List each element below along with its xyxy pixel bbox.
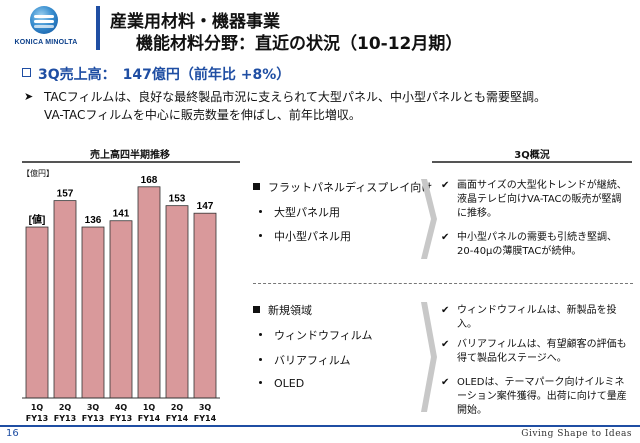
new-areas-section: 新規領域 ウィンドウフィルム バリアフィルム OLED ウィンドウフィルムは、新… bbox=[253, 300, 633, 422]
lead-body: ➤ TACフィルムは、良好な最終製品市況に支えられて大型パネル、中小型パネルとも… bbox=[22, 88, 632, 124]
lead-summary: 3Q売上高： 147億円（前年比 +8%） ➤ TACフィルムは、良好な最終製品… bbox=[22, 64, 632, 124]
chart-bar bbox=[193, 212, 217, 399]
dot-bullet-icon bbox=[259, 381, 262, 384]
page-subtitle: 機能材料分野：直近の状況（10-12月期） bbox=[136, 34, 463, 54]
new-areas-heading: 新規領域 bbox=[253, 302, 312, 318]
page-number: 16 bbox=[6, 428, 19, 439]
fpd-section: フラットパネルディスプレイ向け 大型パネル用 中小型パネル用 画面サイズの大型化… bbox=[253, 175, 633, 280]
check-item: ウィンドウフィルムは、新製品を投入。 bbox=[441, 304, 631, 332]
list-item-label: 中小型パネル用 bbox=[274, 230, 351, 243]
lead-body-line1: TACフィルムは、良好な最終製品市況に支えられて大型パネル、中小型パネルとも需要… bbox=[44, 90, 546, 104]
bar-value-label: 157 bbox=[57, 189, 74, 200]
chart-bar bbox=[109, 220, 133, 399]
x-tick-year: FY13 bbox=[53, 414, 77, 423]
company-logo: KONICA MINOLTA bbox=[6, 6, 86, 56]
dot-bullet-icon bbox=[259, 358, 262, 361]
x-tick-label: 2Q FY13 bbox=[52, 402, 78, 424]
bar-value-label: 136 bbox=[85, 215, 102, 226]
check-item: OLEDは、テーマパーク向けイルミネーション案件獲得。出荷に向けて量産開始。 bbox=[441, 376, 631, 418]
chart-title-rule bbox=[22, 161, 240, 163]
list-item: OLED bbox=[259, 377, 304, 390]
logo-text: KONICA MINOLTA bbox=[14, 39, 78, 46]
list-item-label: OLED bbox=[274, 377, 305, 390]
chart-bar bbox=[165, 205, 189, 399]
fpd-heading-text: フラットパネルディスプレイ向け bbox=[268, 181, 433, 194]
x-tick-label: 3Q FY13 bbox=[80, 402, 106, 424]
x-tick-label: 4Q FY13 bbox=[108, 402, 134, 424]
list-item-label: 大型パネル用 bbox=[274, 206, 340, 219]
x-tick-quarter: 2Q bbox=[58, 403, 72, 412]
x-tick-year: FY13 bbox=[109, 414, 133, 423]
x-tick-quarter: 2Q bbox=[170, 403, 184, 412]
x-tick-year: FY14 bbox=[137, 414, 161, 423]
check-item: 中小型パネルの需要も引続き堅調、20-40μの薄膜TACが続伸。 bbox=[441, 231, 631, 259]
page-title: 産業用材料・機器事業 bbox=[110, 12, 280, 32]
title-accent-bar bbox=[96, 6, 100, 50]
x-tick-label: 2Q FY14 bbox=[164, 402, 190, 424]
bar-value-label: 153 bbox=[169, 194, 186, 205]
x-tick-quarter: 1Q bbox=[30, 403, 44, 412]
x-tick-year: FY14 bbox=[193, 414, 217, 423]
arrow-bullet-icon: ➤ bbox=[24, 90, 34, 103]
x-tick-quarter: 3Q bbox=[86, 403, 100, 412]
fpd-section-heading: フラットパネルディスプレイ向け bbox=[253, 179, 432, 195]
x-tick-quarter: 1Q bbox=[142, 403, 156, 412]
chevron-right-icon bbox=[421, 302, 437, 412]
list-item: 大型パネル用 bbox=[259, 204, 340, 220]
square-bullet-icon bbox=[22, 68, 31, 77]
x-tick-label: 1Q FY13 bbox=[24, 402, 50, 424]
section-divider bbox=[253, 283, 633, 284]
check-item: バリアフィルムは、有望顧客の評価も得て製品化ステージへ。 bbox=[441, 338, 631, 366]
square-bullet-icon bbox=[253, 306, 260, 313]
list-item: ウィンドウフィルム bbox=[259, 327, 373, 343]
list-item-label: ウィンドウフィルム bbox=[274, 329, 373, 342]
chart-title: 売上高四半期推移 bbox=[90, 150, 170, 161]
dot-bullet-icon bbox=[259, 210, 262, 213]
chart-bar bbox=[25, 226, 49, 399]
chart-unit-label: 【億円】 bbox=[22, 169, 54, 178]
sales-headline: 3Q売上高： 147億円（前年比 +8%） bbox=[22, 64, 632, 84]
lead-body-line2: VA-TACフィルムを中心に販売数量を伸ばし、前年比増収。 bbox=[44, 108, 361, 122]
chart-bar bbox=[137, 186, 161, 399]
chart-bar bbox=[53, 200, 77, 399]
globe-logo-icon bbox=[30, 6, 58, 34]
check-item: 画面サイズの大型化トレンドが継続、液晶テレビ向けVA-TACの販売が堅調に推移。 bbox=[441, 179, 631, 221]
x-tick-label: 3Q FY14 bbox=[192, 402, 218, 424]
new-areas-heading-text: 新規領域 bbox=[268, 304, 312, 317]
x-tick-label: 1Q FY14 bbox=[136, 402, 162, 424]
list-item-label: バリアフィルム bbox=[274, 354, 351, 367]
overview-column-title: 3Q概況 bbox=[514, 150, 550, 161]
footer-tagline: Giving Shape to Ideas bbox=[521, 429, 632, 439]
bar-value-label: [値] bbox=[29, 213, 46, 226]
list-item: 中小型パネル用 bbox=[259, 228, 351, 244]
x-tick-year: FY14 bbox=[165, 414, 189, 423]
square-bullet-icon bbox=[253, 183, 260, 190]
slide-header: KONICA MINOLTA 産業用材料・機器事業 機能材料分野：直近の状況（1… bbox=[0, 0, 640, 58]
list-item: バリアフィルム bbox=[259, 352, 351, 368]
footer-rule bbox=[0, 425, 640, 427]
bar-value-label: 168 bbox=[141, 175, 158, 186]
sales-headline-text: 3Q売上高： 147億円（前年比 +8%） bbox=[38, 67, 291, 83]
x-tick-quarter: 3Q bbox=[198, 403, 212, 412]
chart-bar bbox=[81, 226, 105, 399]
chevron-right-icon bbox=[421, 179, 437, 259]
x-tick-year: FY13 bbox=[25, 414, 49, 423]
dot-bullet-icon bbox=[259, 333, 262, 336]
bar-value-label: 141 bbox=[113, 209, 130, 220]
x-tick-year: FY13 bbox=[81, 414, 105, 423]
dot-bullet-icon bbox=[259, 234, 262, 237]
overview-title-rule bbox=[432, 161, 632, 163]
bar-value-label: 147 bbox=[197, 201, 214, 212]
x-tick-quarter: 4Q bbox=[114, 403, 128, 412]
